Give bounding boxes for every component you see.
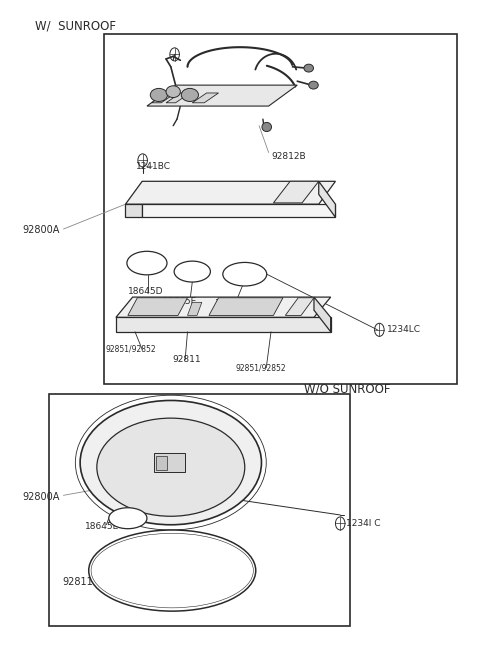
Text: 92812B: 92812B bbox=[271, 152, 306, 161]
Text: 1234LC: 1234LC bbox=[387, 325, 421, 334]
Ellipse shape bbox=[127, 251, 167, 275]
Text: 1241BC: 1241BC bbox=[136, 162, 171, 171]
Ellipse shape bbox=[80, 401, 262, 525]
Ellipse shape bbox=[181, 89, 199, 101]
Polygon shape bbox=[192, 93, 218, 102]
Polygon shape bbox=[314, 297, 331, 332]
Polygon shape bbox=[209, 298, 283, 315]
Text: 92800A: 92800A bbox=[23, 491, 60, 502]
Polygon shape bbox=[116, 297, 331, 317]
Bar bbox=[49, 394, 350, 626]
Polygon shape bbox=[188, 302, 202, 315]
Polygon shape bbox=[285, 298, 314, 315]
Polygon shape bbox=[274, 181, 319, 203]
Text: 18645E: 18645E bbox=[163, 297, 197, 306]
Polygon shape bbox=[125, 181, 336, 204]
Text: 1234I C: 1234I C bbox=[347, 519, 381, 528]
Ellipse shape bbox=[174, 261, 210, 282]
Bar bbox=[104, 34, 457, 384]
Ellipse shape bbox=[150, 89, 168, 101]
Text: 18645E: 18645E bbox=[85, 522, 119, 532]
Polygon shape bbox=[125, 204, 142, 217]
Polygon shape bbox=[152, 93, 176, 102]
Ellipse shape bbox=[166, 86, 180, 97]
Polygon shape bbox=[116, 317, 331, 332]
Ellipse shape bbox=[223, 262, 267, 286]
Ellipse shape bbox=[304, 64, 313, 72]
Text: 18645D: 18645D bbox=[215, 299, 251, 308]
Bar bbox=[154, 453, 185, 472]
Polygon shape bbox=[128, 298, 188, 315]
Text: 92800A: 92800A bbox=[23, 225, 60, 235]
Text: W/O SUNROOF: W/O SUNROOF bbox=[304, 383, 391, 396]
Bar bbox=[156, 456, 168, 470]
Polygon shape bbox=[147, 85, 297, 106]
Text: 92851/92852: 92851/92852 bbox=[106, 345, 156, 354]
Ellipse shape bbox=[262, 122, 272, 131]
Polygon shape bbox=[319, 181, 336, 217]
Polygon shape bbox=[142, 204, 336, 217]
Text: 92811: 92811 bbox=[172, 355, 201, 365]
Text: 18645D: 18645D bbox=[128, 287, 163, 296]
Ellipse shape bbox=[309, 81, 318, 89]
Ellipse shape bbox=[97, 418, 245, 516]
Text: 92851/92852: 92851/92852 bbox=[235, 363, 286, 373]
Text: 92811: 92811 bbox=[62, 578, 93, 587]
Ellipse shape bbox=[89, 530, 256, 611]
Text: W/  SUNROOF: W/ SUNROOF bbox=[35, 20, 116, 33]
Ellipse shape bbox=[109, 508, 147, 529]
Polygon shape bbox=[166, 93, 190, 102]
